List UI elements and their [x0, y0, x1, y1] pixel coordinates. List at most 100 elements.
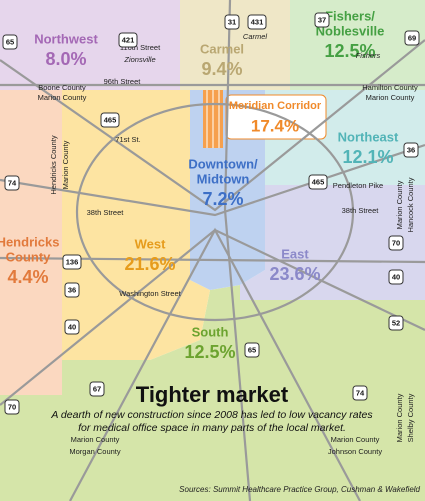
place-label: 116th Street — [120, 43, 161, 52]
highway-shield — [100, 112, 120, 128]
highway-shield — [247, 14, 267, 30]
shield-number: 31 — [228, 17, 236, 26]
region-name: Meridian Corridor — [229, 100, 322, 112]
region-rate: 7.2% — [202, 189, 243, 209]
highway-shield — [2, 34, 18, 50]
region-rate: 23.6% — [269, 264, 320, 284]
region-area — [0, 90, 62, 395]
region-name: Fishers/ — [325, 8, 375, 23]
highway-shield — [224, 14, 240, 30]
region-rate: 12.5% — [324, 41, 375, 61]
region-area — [0, 285, 425, 501]
region-name: Downtown/ — [188, 156, 258, 171]
highway-shield — [404, 30, 420, 46]
place-label: Marion County — [61, 140, 70, 189]
region-name: Carmel — [200, 41, 244, 56]
shield-number: 74 — [8, 178, 17, 187]
region-rate: 21.6% — [124, 254, 175, 274]
shield-number: 36 — [68, 285, 76, 294]
highway — [223, 0, 252, 501]
place-label: Hendricks County — [49, 135, 58, 194]
shield-number: 74 — [356, 388, 365, 397]
title: Tighter market — [136, 382, 289, 407]
region-area — [62, 90, 210, 360]
description: for medical office space in many parts o… — [78, 422, 346, 434]
region-name: Northwest — [34, 31, 98, 46]
highway — [69, 227, 361, 501]
place-label: 96th Street — [104, 77, 142, 86]
region-name: Hendricks — [0, 234, 59, 249]
shield-number: 67 — [93, 384, 101, 393]
source: Sources: Summit Healthcare Practice Grou… — [179, 485, 420, 494]
place-label: Morgan County — [69, 447, 121, 456]
highway-shield — [388, 235, 404, 251]
description: A dearth of new construction since 2008 … — [50, 409, 373, 421]
region-name: South — [192, 324, 229, 339]
place-label: Washington Street — [119, 289, 181, 298]
shield-number: 65 — [248, 345, 256, 354]
place-label: Pendleton Pike — [333, 181, 383, 190]
place-label: Hamilton County — [362, 83, 418, 92]
region-rate: 8.0% — [45, 49, 86, 69]
highway-shield — [118, 32, 138, 48]
region-rate: 17.4% — [251, 116, 299, 135]
place-label: Fishers — [356, 51, 381, 60]
highway — [0, 143, 425, 217]
beltway — [75, 102, 355, 322]
region-name: Midtown — [197, 171, 250, 186]
highway-shield — [4, 399, 20, 415]
highway-shield — [388, 315, 404, 331]
corridor-stripe — [218, 90, 220, 148]
highway-shield — [89, 381, 105, 397]
place-label: Zionsville — [123, 55, 155, 64]
highway-shield — [308, 174, 328, 190]
shield-number: 69 — [408, 33, 416, 42]
shield-number: 65 — [6, 37, 14, 46]
shield-number: 36 — [407, 145, 415, 154]
corridor-stripe — [206, 90, 208, 148]
shield-number: 431 — [251, 17, 264, 26]
highway-shield — [64, 282, 80, 298]
region-rate: 12.1% — [342, 147, 393, 167]
region-area — [0, 0, 180, 90]
region-area — [240, 185, 425, 300]
shield-number: 70 — [8, 402, 16, 411]
region-rate: 4.4% — [7, 267, 48, 287]
region-rate: 12.5% — [184, 342, 235, 362]
place-label: 71st St. — [115, 135, 140, 144]
place-label: Marion County — [395, 180, 404, 229]
place-label: Marion County — [38, 93, 87, 102]
place-label: Boone County — [38, 83, 86, 92]
place-label: Marion County — [395, 393, 404, 442]
highway-shield — [352, 385, 368, 401]
region-name: West — [135, 236, 166, 251]
region-name: Northeast — [338, 129, 399, 144]
place-label: Marion County — [366, 93, 415, 102]
place-label: 38th Street — [342, 206, 380, 215]
labels: Northwest 8.0% Carmel 9.4% Fishers/Noblesvil… — [0, 8, 420, 456]
place-label: Marion County — [71, 435, 120, 444]
place-label: Shelby County — [406, 393, 415, 442]
region-name: East — [281, 246, 309, 261]
highway-shield — [4, 175, 20, 191]
shield-number: 40 — [392, 272, 400, 281]
corridor-stripe — [212, 90, 214, 148]
shield-number: 465 — [104, 115, 117, 124]
shield-number: 52 — [392, 318, 400, 327]
highway-shield — [388, 269, 404, 285]
place-label: Carmel — [243, 32, 268, 41]
shield-number: 37 — [318, 15, 326, 24]
highway-shield — [62, 254, 82, 270]
place-label: Marion County — [331, 435, 380, 444]
shield-number: 421 — [122, 35, 135, 44]
shield-number: 70 — [392, 238, 400, 247]
highway-shield — [403, 142, 419, 158]
region-name: County — [6, 249, 52, 264]
shield-number: 136 — [66, 257, 79, 266]
shield-number: 465 — [312, 177, 325, 186]
highway-shield — [314, 12, 330, 28]
place-label: Johnson County — [328, 447, 382, 456]
highway — [0, 39, 425, 212]
